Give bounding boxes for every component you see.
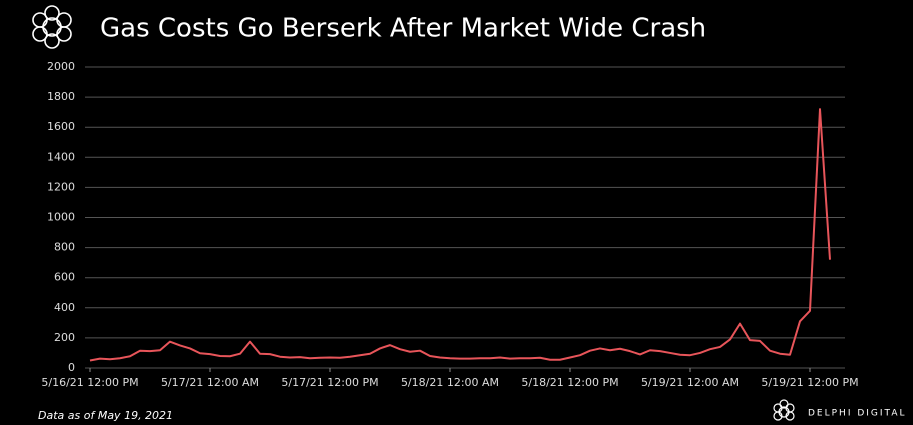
- x-tick-label: 5/19/21 12:00 AM: [641, 376, 739, 389]
- y-tick-label: 1400: [47, 150, 75, 163]
- line: [89, 108, 831, 362]
- x-tick-label: 5/17/21 12:00 PM: [281, 376, 378, 389]
- y-tick-label: 1200: [47, 180, 75, 193]
- x-tick-label: 5/18/21 12:00 AM: [401, 376, 499, 389]
- x-tick-label: 5/18/21 12:00 PM: [521, 376, 618, 389]
- y-tick-label: 1600: [47, 120, 75, 133]
- y-tick-label: 200: [54, 331, 75, 344]
- x-tick-label: 5/17/21 12:00 AM: [161, 376, 259, 389]
- brand-logo: [773, 399, 795, 421]
- brand: DELPHI DIGITAL: [808, 409, 907, 419]
- y-tick-label: 1000: [47, 211, 75, 224]
- x-tick-label: 5/19/21 12:00 PM: [761, 376, 858, 389]
- y-tick-label: 600: [54, 271, 75, 284]
- logo: [32, 5, 72, 49]
- chart-title: Gas Costs Go Berserk After Market Wide C…: [100, 14, 706, 44]
- x-tick-label: 5/16/21 12:00 PM: [41, 376, 138, 389]
- y-tick-label: 2000: [47, 60, 75, 73]
- y-tick-label: 1800: [47, 90, 75, 103]
- y-tick-label: 0: [68, 361, 75, 374]
- note: Data as of May 19, 2021: [38, 409, 173, 422]
- y-tick-label: 800: [54, 241, 75, 254]
- y-tick-label: 400: [54, 301, 75, 314]
